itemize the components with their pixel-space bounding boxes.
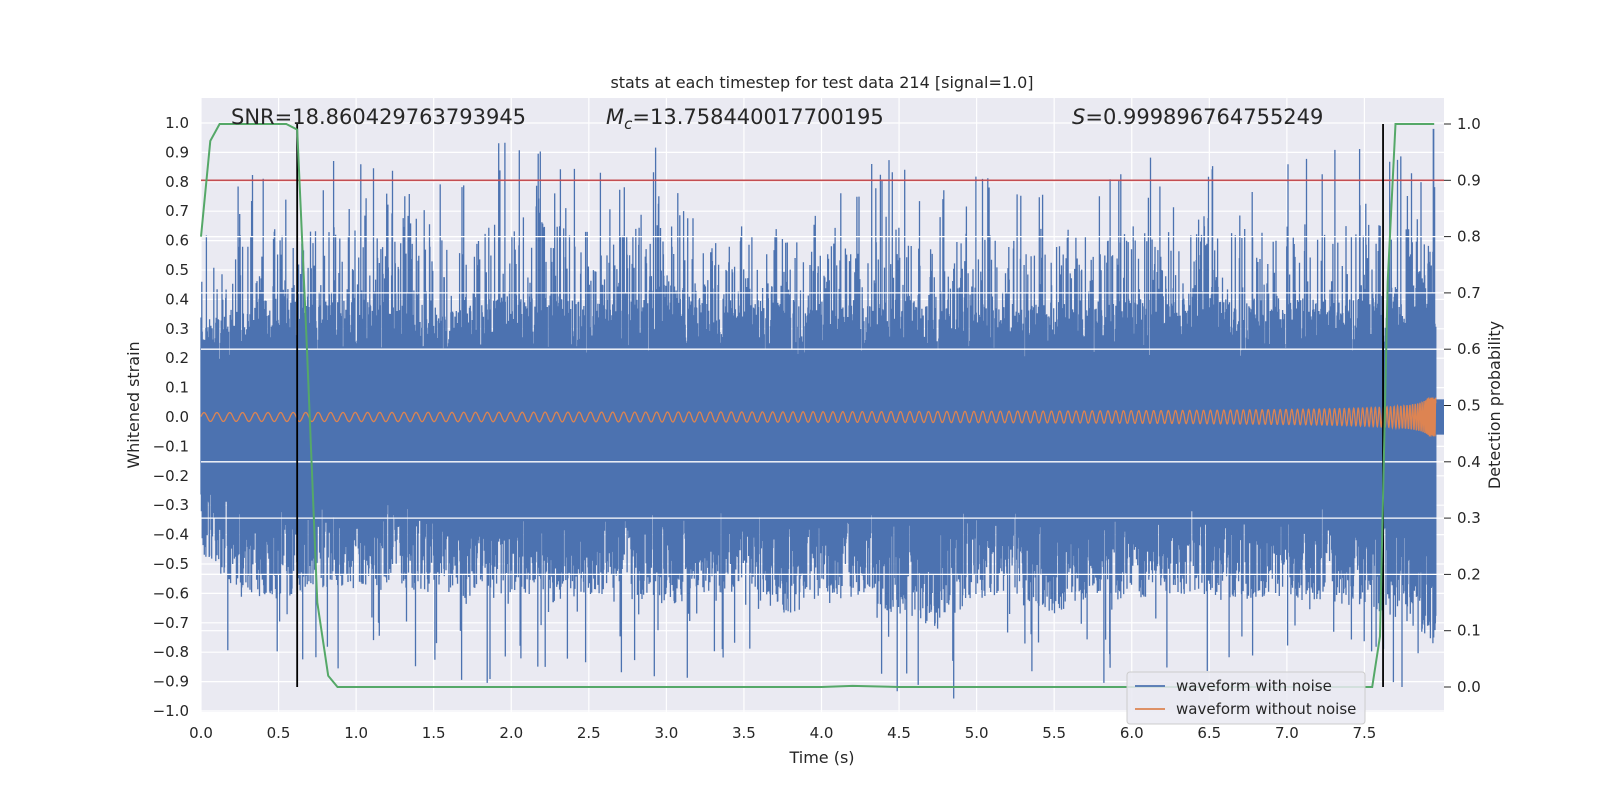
y-tick-label: −0.9 [153,673,189,691]
y-tick-label: 0.0 [165,408,189,426]
x-tick-label: 3.0 [654,724,678,742]
y-tick-label: 0.3 [165,320,189,338]
y2-tick-label: 0.3 [1457,509,1481,527]
y2-axis-label: Detection probability [1485,321,1504,489]
x-tick-label: 0.0 [189,724,213,742]
x-tick-label: 2.0 [499,724,523,742]
x-tick-label: 5.5 [1042,724,1066,742]
x-tick-label: 3.5 [732,724,756,742]
y-tick-label: −0.4 [153,526,189,544]
y2-tick-label: 0.7 [1457,284,1481,302]
x-tick-label: 1.5 [422,724,446,742]
legend-label-signal: waveform without noise [1176,700,1356,718]
overlay-layer [200,123,1444,688]
legend-label-noise: waveform with noise [1176,677,1332,695]
x-tick-label: 6.0 [1120,724,1144,742]
noise-waveform-core [201,399,1444,435]
y-tick-label: −0.2 [153,467,189,485]
y2-tick-label: 0.9 [1457,171,1481,189]
y-tick-label: 0.4 [165,290,189,308]
y-tick-label: 0.6 [165,232,189,250]
chart-title: stats at each timestep for test data 214… [610,73,1033,92]
y-tick-label: 1.0 [165,114,189,132]
snr-annotation: SNR=18.860429763793945 [231,105,526,129]
y-tick-label: 0.2 [165,349,189,367]
y2-tick-label: 0.8 [1457,228,1481,246]
y-tick-label: 0.8 [165,173,189,191]
s-value: =0.999896764755249 [1085,105,1323,129]
y2-tick-label: 0.4 [1457,453,1481,471]
y-tick-label: −0.7 [153,614,189,632]
s-annotation: S=0.999896764755249 [1072,105,1323,129]
bottom-axis-ticks: 0.0 0.5 1.0 1.5 2.0 2.5 3.0 3.5 4.0 4.5 5.0 5.5 6.0 6… [189,724,1376,742]
right-axis-ticks: 1.0 0.9 0.8 0.7 0.6 0.5 0.4 0.3 0.2 0.1 0.0 [1444,115,1481,696]
clean-signal-line [200,397,1437,437]
detection-probability-line [200,123,1435,688]
y2-tick-label: 0.2 [1457,565,1481,583]
x-tick-label: 5.0 [965,724,989,742]
y-tick-label: 0.5 [165,261,189,279]
y2-tick-label: 0.0 [1457,678,1481,696]
x-tick-label: 0.5 [267,724,291,742]
y2-tick-label: 0.5 [1457,397,1481,415]
x-tick-label: 4.5 [887,724,911,742]
y2-tick-label: 1.0 [1457,115,1481,133]
y-tick-label: 0.9 [165,143,189,161]
noise-layer [200,128,1444,699]
legend: waveform with noise waveform without noi… [1126,671,1366,725]
y-tick-label: 0.1 [165,379,189,397]
x-tick-label: 6.5 [1197,724,1221,742]
x-tick-label: 7.0 [1275,724,1299,742]
y-tick-label: −0.1 [153,437,189,455]
chirp-mass-value: =13.758440017700195 [632,105,883,129]
y-tick-label: 0.7 [165,202,189,220]
y2-tick-label: 0.1 [1457,622,1481,640]
y-tick-label: −0.6 [153,584,189,602]
x-axis-label: Time (s) [788,748,854,767]
x-tick-label: 4.0 [810,724,834,742]
signal-layer [200,397,1437,437]
x-tick-label: 2.5 [577,724,601,742]
x-tick-label: 7.5 [1353,724,1377,742]
y-tick-label: −0.5 [153,555,189,573]
x-tick-label: 1.0 [344,724,368,742]
y-tick-label: −0.3 [153,496,189,514]
legend-box [1126,671,1366,725]
left-axis-ticks: 1.0 0.9 0.8 0.7 0.6 0.5 0.4 0.3 0.2 0.1 0.0 −0.1 −0.… [153,114,189,720]
y-tick-label: −1.0 [153,702,189,720]
y2-tick-label: 0.6 [1457,340,1481,358]
chirp-mass-annotation: Mc=13.758440017700195 [606,105,884,133]
y-tick-label: −0.8 [153,643,189,661]
y-axis-label: Whitened strain [124,341,143,468]
